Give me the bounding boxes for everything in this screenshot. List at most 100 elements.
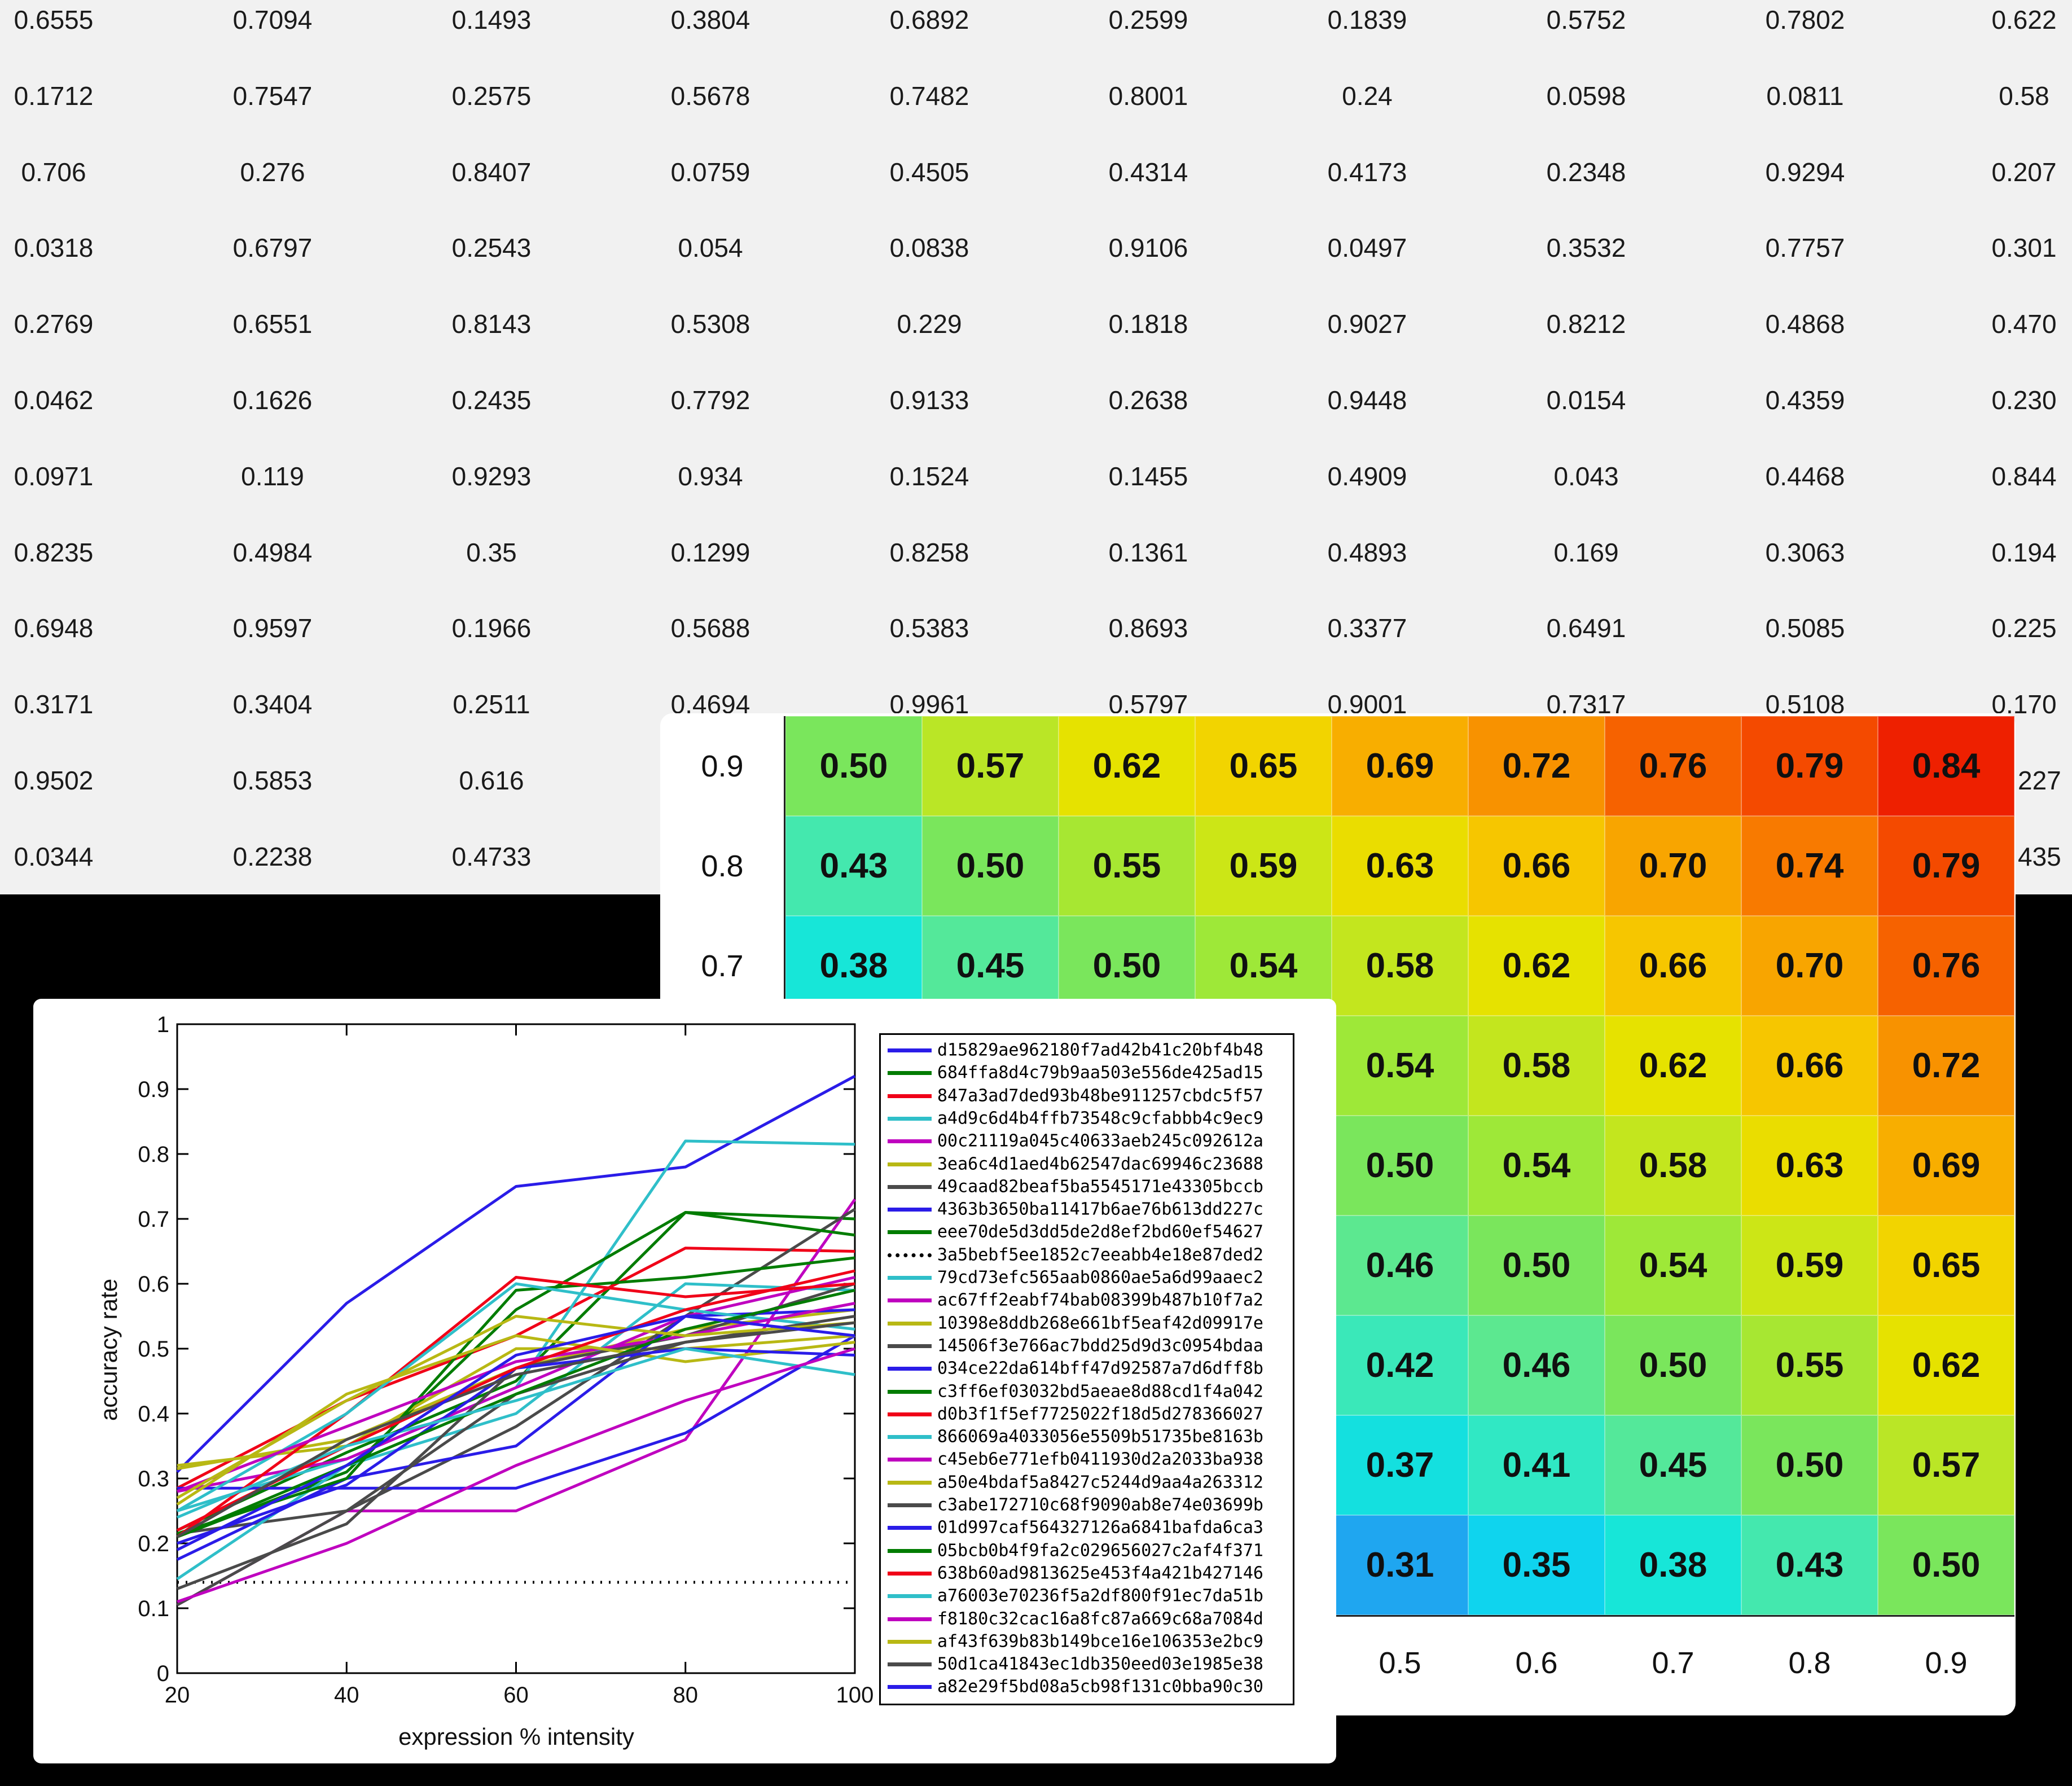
- legend-line-sample: [888, 1094, 932, 1098]
- series-line: [177, 1334, 855, 1467]
- accuracy-plot: 20 40 60 80 100 0 0.1 0.2 0.3 0.4 0.5 0.6 0.7 0.8 0.9 1…: [95, 1012, 874, 1750]
- matrix-cell: 0.706: [21, 157, 86, 187]
- matrix-cell: 0.5752: [1546, 5, 1626, 34]
- legend-series-name: 05bcb0b4f9fa2c029656027c2af4f371: [937, 1541, 1263, 1561]
- legend-line-sample: [888, 1230, 932, 1235]
- matrix-cell: 0.8407: [451, 157, 532, 187]
- matrix-cell: 0.1712: [14, 81, 94, 111]
- heatmap-cell: 0.58: [1332, 916, 1468, 1016]
- heatmap-cell: 0.66: [1468, 816, 1605, 916]
- heatmap-cell: 0.50: [922, 816, 1059, 916]
- matrix-cell: 0.2769: [14, 309, 94, 339]
- matrix-cell: 0.934: [678, 461, 743, 491]
- heatmap-row-label: 0.9: [701, 749, 744, 783]
- heatmap-cell: 0.63: [1741, 1116, 1878, 1215]
- heatmap-cell: 0.50: [1741, 1415, 1878, 1515]
- matrix-cell-fragment: 227: [2018, 766, 2061, 795]
- series-line: [177, 1256, 855, 1535]
- matrix-cell: 0.7802: [1765, 5, 1845, 34]
- matrix-cell: 0.7547: [232, 81, 313, 111]
- matrix-cell: 0.0971: [14, 461, 94, 491]
- heatmap-cell: 0.42: [1332, 1315, 1468, 1415]
- tick-label: 0.7: [138, 1207, 169, 1232]
- heatmap-cell: 0.58: [1468, 1016, 1605, 1116]
- series-line: [177, 1289, 855, 1538]
- matrix-cell: 0.9293: [451, 461, 532, 491]
- series-line: [176, 1321, 855, 1538]
- legend-series-name: 3a5bebf5ee1852c7eeabb4e18e87ded2: [937, 1245, 1263, 1265]
- heatmap-cell: 0.43: [1741, 1515, 1878, 1615]
- legend-series-name: 866069a4033056e5509b51735be8163b: [937, 1427, 1263, 1447]
- matrix-cell: 0.9294: [1765, 157, 1845, 187]
- heatmap-cell: 0.41: [1468, 1415, 1605, 1515]
- matrix-cell: 0.5383: [889, 613, 969, 643]
- matrix-cell: 0.8143: [451, 309, 532, 339]
- matrix-cell: 0.2575: [451, 81, 532, 111]
- matrix-cell: 0.6948: [14, 613, 94, 643]
- heatmap-cell: 0.79: [1878, 816, 2014, 916]
- matrix-cell: 0.5085: [1765, 613, 1845, 643]
- series-line: [177, 1139, 855, 1512]
- matrix-cell: 0.8235: [14, 537, 94, 567]
- matrix-cell: 0.3377: [1327, 613, 1407, 643]
- tick-label: 0.1: [138, 1596, 169, 1621]
- matrix-cell: 0.3171: [14, 690, 94, 719]
- heatmap-row-label: 0.7: [701, 949, 744, 983]
- matrix-cell: 0.9597: [232, 613, 313, 643]
- heatmap-cell: 0.57: [922, 716, 1059, 816]
- tick-label: 100: [836, 1683, 874, 1708]
- heatmap-cell: 0.79: [1741, 716, 1878, 816]
- heatmap-cell: 0.59: [1195, 816, 1332, 916]
- legend-series-name: 684ffa8d4c79b9aa503e556de425ad15: [937, 1063, 1263, 1083]
- legend-series-name: 638b60ad9813625e453f4a421b427146: [937, 1563, 1263, 1583]
- matrix-cell: 0.8001: [1108, 81, 1188, 111]
- heatmap-cell: 0.54: [1332, 1016, 1468, 1116]
- legend-line-sample: [888, 1685, 932, 1690]
- heatmap-cell: 0.70: [1605, 816, 1741, 916]
- matrix-cell: 0.35: [466, 537, 517, 567]
- matrix-cell: 0.8693: [1108, 613, 1188, 643]
- legend-series-name: 50d1ca41843ec1db350eed03e1985e38: [937, 1654, 1263, 1674]
- heatmap-cell: 0.69: [1332, 716, 1468, 816]
- series-line: [176, 1282, 855, 1581]
- legend-series-name: a82e29f5bd08a5cb98f131c0bba90c30: [937, 1677, 1263, 1697]
- heatmap-row-label: 0.8: [701, 849, 744, 883]
- matrix-cell: 0.4359: [1765, 385, 1845, 415]
- legend-line-sample: [888, 1184, 932, 1189]
- matrix-cell: 0.9448: [1327, 385, 1407, 415]
- matrix-cell: 0.1626: [232, 385, 313, 415]
- matrix-cell: 0.4505: [889, 157, 969, 187]
- legend-line-sample: [888, 1344, 932, 1348]
- matrix-cell: 0.1818: [1108, 309, 1188, 339]
- matrix-cell: 0.6892: [889, 5, 969, 34]
- series-line: [177, 1347, 855, 1603]
- matrix-cell: 0.207: [1991, 157, 2057, 187]
- heatmap-col-label: 0.8: [1788, 1646, 1831, 1680]
- series-line: [177, 1347, 855, 1519]
- tick-label: 0.4: [138, 1402, 169, 1427]
- heatmap-cell: 0.62: [1468, 916, 1605, 1016]
- tick-label: 0.9: [138, 1077, 169, 1102]
- matrix-cell: 0.3804: [670, 5, 750, 34]
- matrix-cell: 0.043: [1553, 461, 1619, 491]
- matrix-cell: 0.4984: [232, 537, 313, 567]
- matrix-cell: 0.844: [1991, 461, 2057, 491]
- legend-series-name: ac67ff2eabf74bab08399b487b10f7a2: [937, 1290, 1263, 1310]
- matrix-cell: 0.5678: [670, 81, 750, 111]
- series-line: [176, 1276, 855, 1538]
- heatmap-cell: 0.58: [1605, 1116, 1741, 1215]
- legend-line-sample: [888, 1458, 932, 1462]
- heatmap-cell: 0.62: [1605, 1016, 1741, 1116]
- matrix-cell: 0.6797: [232, 233, 313, 263]
- heatmap-cell: 0.46: [1468, 1315, 1605, 1415]
- matrix-cell: 0.054: [678, 233, 743, 263]
- legend-series-name: d15829ae962180f7ad42b41c20bf4b48: [937, 1040, 1263, 1060]
- matrix-cell: 0.1361: [1108, 537, 1188, 567]
- legend-line-sample: [888, 1389, 932, 1394]
- heatmap-cell: 0.55: [1059, 816, 1195, 916]
- legend-line-sample: [888, 1594, 932, 1599]
- heatmap-cell: 0.54: [1605, 1215, 1741, 1315]
- heatmap-cell: 0.31: [1332, 1515, 1468, 1615]
- matrix-cell: 0.0154: [1546, 385, 1626, 415]
- heatmap-cell: 0.37: [1332, 1415, 1468, 1515]
